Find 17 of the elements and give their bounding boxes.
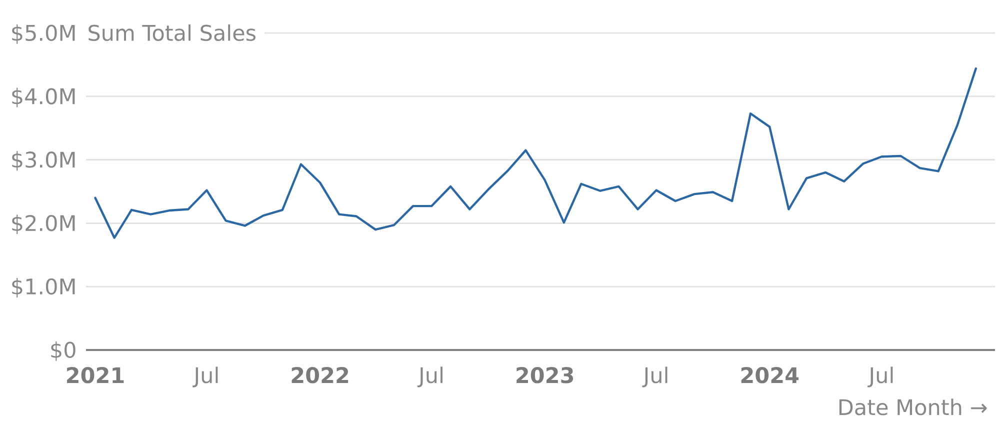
x-tick-label: 2024 <box>741 367 799 384</box>
x-tick-label: 2021 <box>67 367 124 384</box>
line-series <box>94 67 978 239</box>
x-tick-label: Jul <box>868 366 893 388</box>
x-axis-title: Date Month → <box>839 398 987 416</box>
y-tick-label: $1.0M <box>12 278 75 298</box>
y-tick-label: $5.0M <box>12 24 75 44</box>
y-tick-label: $2.0M <box>12 214 75 234</box>
y-tick-label: $0 <box>51 341 76 361</box>
x-tick-label: 2023 <box>516 367 574 384</box>
x-tick-label: Jul <box>417 366 442 388</box>
y-tick-label: $3.0M <box>12 151 75 171</box>
y-tick-label: $4.0M <box>12 88 75 108</box>
y-axis-title: Sum Total Sales <box>88 24 256 41</box>
x-tick-label: 2022 <box>292 367 348 384</box>
x-tick-label: Jul <box>192 366 218 388</box>
x-tick-label: Jul <box>642 366 668 388</box>
